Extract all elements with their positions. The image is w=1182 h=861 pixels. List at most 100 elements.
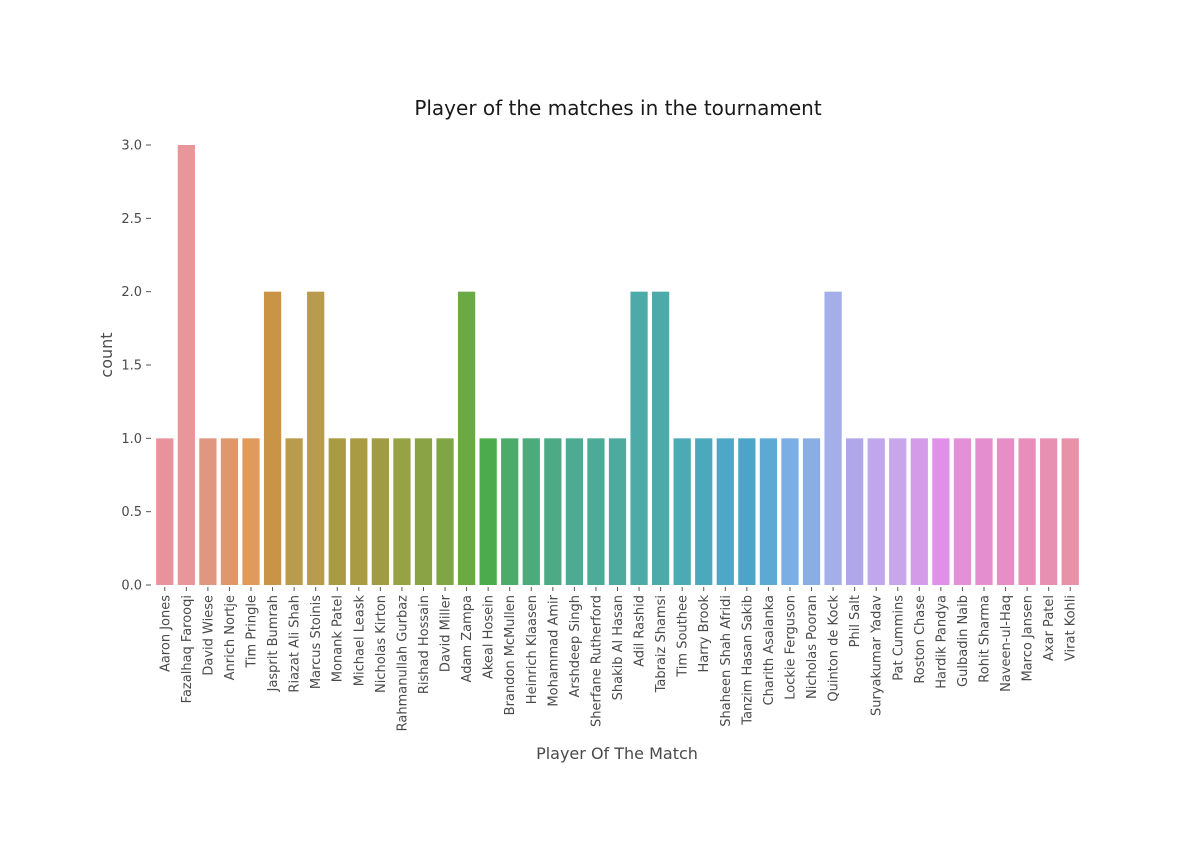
bar <box>371 438 389 585</box>
x-tick-label: Phil Salt <box>848 595 863 647</box>
x-tick-label: Riazat Ali Shah <box>288 595 303 693</box>
x-tick-label: Tabraiz Shamsi <box>654 595 669 693</box>
x-tick-label: Mohammad Amir <box>546 594 561 706</box>
x-tick-label: Rahmanullah Gurbaz <box>395 595 410 731</box>
bar <box>479 438 497 585</box>
y-tick-label: 2.5 <box>121 212 142 227</box>
x-tick-label: David Wiese <box>201 595 216 676</box>
x-tick-label: Jasprit Bumrah <box>266 595 281 692</box>
x-tick-label: Fazalhaq Farooqi <box>180 595 195 703</box>
y-axis-label: count <box>97 332 116 377</box>
x-tick-label: Rohit Sharma <box>977 595 992 683</box>
bar <box>587 438 605 585</box>
x-tick-label: Axar Patel <box>1042 595 1057 661</box>
bar <box>975 438 993 585</box>
bar <box>242 438 260 585</box>
bar <box>953 438 972 585</box>
chart-title: Player of the matches in the tournament <box>414 96 822 120</box>
x-tick-label: Harry Brook <box>697 595 712 673</box>
bar <box>695 438 713 585</box>
bar <box>889 438 907 585</box>
x-tick-label: Monank Patel <box>331 595 346 682</box>
x-tick-label: Rishad Hossain <box>417 595 432 694</box>
x-tick-label: Arshdeep Singh <box>568 595 583 697</box>
x-tick-label: Adil Rashid <box>633 595 648 667</box>
bar <box>867 438 885 585</box>
x-tick-label: Akeal Hosein <box>482 595 497 679</box>
x-tick-label: Adam Zampa <box>460 595 475 682</box>
y-tick-label: 1.0 <box>121 432 142 447</box>
x-tick-label: Roston Chase <box>913 595 928 684</box>
x-tick-label: Pat Cummins <box>891 595 906 681</box>
bar <box>565 438 584 585</box>
x-tick-label: Heinrich Klaasen <box>525 595 540 704</box>
bar <box>759 438 778 585</box>
bar <box>996 438 1015 585</box>
x-tick-label: Suryakumar Yadav <box>870 595 885 716</box>
x-tick-label: Nicholas Pooran <box>805 595 820 699</box>
bar <box>651 291 670 585</box>
bar <box>501 438 519 585</box>
y-tick-label: 1.5 <box>121 359 142 374</box>
bar <box>328 438 346 585</box>
y-tick-label: 0.5 <box>121 505 142 520</box>
bar <box>220 438 239 585</box>
x-tick-label: Shaheen Shah Afridi <box>719 595 734 727</box>
bar <box>1040 438 1058 585</box>
x-tick-label: Sherfane Rutherford <box>589 595 604 727</box>
bar <box>910 438 928 585</box>
bar <box>177 145 195 585</box>
x-tick-label: Nicholas Kirton <box>374 595 389 693</box>
bar <box>414 438 433 585</box>
bar <box>1018 438 1036 585</box>
bar <box>673 438 691 585</box>
x-tick-label: Lockie Ferguson <box>783 595 798 700</box>
y-tick-label: 2.0 <box>121 285 142 300</box>
bar <box>393 438 411 585</box>
bar <box>544 438 562 585</box>
x-axis-label: Player Of The Match <box>536 744 698 763</box>
x-tick-label: Gulbadin Naib <box>956 595 971 687</box>
x-tick-label: Michael Leask <box>352 595 367 687</box>
bar <box>824 291 842 585</box>
x-tick-label: Hardik Pandya <box>934 595 949 689</box>
x-tick-label: Marco Jansen <box>1021 595 1036 682</box>
bar <box>630 291 648 585</box>
x-tick-label: Shakib Al Hasan <box>611 595 626 700</box>
x-tick-label: Naveen-ul-Haq <box>999 595 1014 692</box>
bar <box>307 291 325 585</box>
x-tick-label: Aaron Jones <box>158 595 173 672</box>
bar <box>846 438 864 585</box>
x-tick-label: Brandon McMullen <box>503 595 518 715</box>
bar <box>716 438 734 585</box>
bars <box>156 145 1079 585</box>
bar <box>285 438 303 585</box>
x-tick-label: Anrich Nortje <box>223 595 238 680</box>
x-tick-label: Virat Kohli <box>1064 595 1079 661</box>
x-tick-label: Quinton de Kock <box>827 595 842 702</box>
bar <box>199 438 217 585</box>
bar <box>1061 438 1079 585</box>
bar <box>802 438 821 585</box>
bar <box>781 438 799 585</box>
bar <box>522 438 540 585</box>
x-tick-label: Charith Asalanka <box>762 595 777 705</box>
x-tick-label: Tim Pringle <box>245 595 260 669</box>
bar <box>738 438 756 585</box>
y-tick-label: 3.0 <box>121 139 142 154</box>
bar <box>608 438 627 585</box>
y-axis: 0.0 0.5 1.0 1.5 2.0 2.5 3.0 <box>121 139 151 594</box>
x-tick-label: Marcus Stoinis <box>309 595 324 689</box>
bar <box>350 438 368 585</box>
bar <box>932 438 950 585</box>
x-tick-label: Tim Southee <box>676 595 691 678</box>
x-axis: Aaron Jones Fazalhaq Farooqi David Wiese An… <box>158 587 1079 731</box>
y-tick-label: 0.0 <box>121 579 142 594</box>
bar <box>436 438 454 585</box>
bar <box>263 291 282 585</box>
bar <box>457 291 476 585</box>
bar <box>156 438 174 585</box>
x-tick-label: David Miller <box>439 594 454 672</box>
